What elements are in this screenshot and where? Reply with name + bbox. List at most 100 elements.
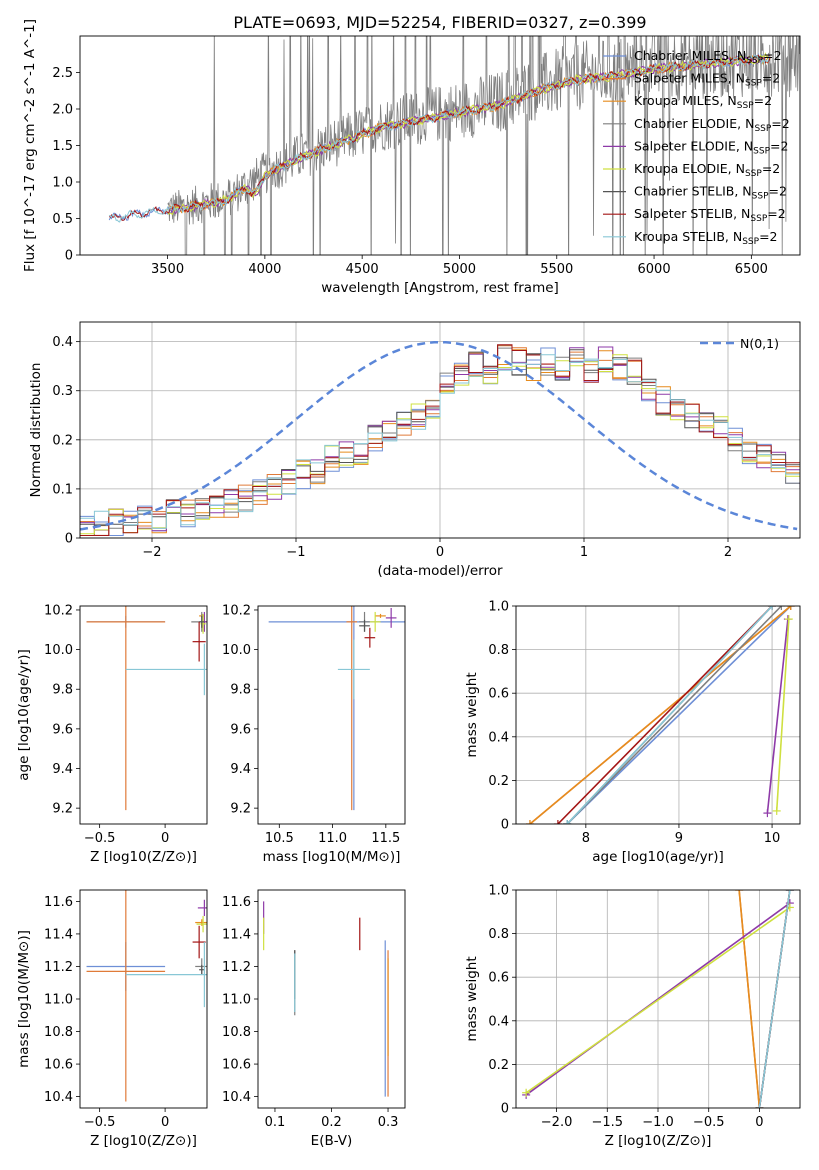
- legend-label: Chabrier STELIB, NSSP=2: [634, 184, 787, 202]
- y-axis-label: age [log10(age/yr)]: [16, 649, 32, 781]
- plot-area: [80, 322, 800, 538]
- x-tick-label: 0.1: [265, 1115, 286, 1130]
- y-tick-label: 0.1: [52, 482, 73, 497]
- y-tick-label: 10.0: [222, 643, 251, 658]
- x-axis-label: E(B-V): [311, 1133, 353, 1149]
- y-tick-label: 10.4: [44, 1090, 73, 1105]
- x-axis-label: Z [log10(Z/Z⊙)]: [90, 849, 197, 865]
- y-tick-label: 0.2: [488, 1058, 509, 1073]
- y-tick-label: 10.2: [44, 603, 73, 618]
- axes-frame: [515, 605, 801, 825]
- observed-spectrum: [167, 36, 800, 255]
- x-tick-label: 4500: [346, 262, 379, 277]
- cumulative-line: [566, 606, 792, 824]
- panel-spectrum: 3500 4000 4500 5000 5500 6000 6500 0 0.5 1.0 1.5 2.…: [22, 19, 801, 296]
- plot-area: [516, 606, 800, 824]
- x-tick-label: −1: [286, 545, 305, 560]
- panel-mass-vs-Z: −0.5 0 10.4 10.6 10.8 11.0 11.2 11.4 11.6 Z [log1…: [16, 889, 208, 1149]
- plot-area: [263, 901, 389, 1097]
- y-tick-label: 9.2: [230, 802, 251, 817]
- cumulative-line: [525, 902, 791, 1096]
- y-tick-label: 1.0: [488, 600, 509, 615]
- panel-cumulative-Z: −2.0 −1.5 −1.0 −0.5 0 0 0.2 0.4 0.6 0.8 1.0 Z [log1…: [464, 884, 801, 1149]
- panel-age-vs-Z: −0.5 0 9.2 9.4 9.6 9.8 10.0 10.2 Z [log10(Z/Z⊙)]…: [16, 603, 208, 865]
- histogram-7: [80, 344, 800, 536]
- y-tick-label: 0: [65, 532, 73, 547]
- panel-residuals: −2 −1 0 1 2 0 0.1 0.2 0.3 0.4 (data-model)/error No…: [28, 321, 801, 579]
- y-tick-label: 9.8: [52, 683, 73, 698]
- y-tick-label: 0.8: [488, 927, 509, 942]
- x-tick-label: −2: [142, 545, 161, 560]
- x-axis-label: Z [log10(Z/Z⊙)]: [605, 1133, 712, 1149]
- x-tick-label: 6500: [735, 262, 768, 277]
- axes-frame: [257, 605, 406, 825]
- x-axis-label: (data-model)/error: [377, 563, 503, 579]
- cumulative-line: [566, 606, 782, 824]
- y-tick-label: 11.6: [44, 895, 73, 910]
- x-tick-label: 8: [582, 831, 590, 846]
- x-axis-label: age [log10(age/yr)]: [592, 849, 724, 865]
- axes-frame: [515, 889, 801, 1109]
- gaussian-curve: [80, 340, 798, 531]
- x-tick-label: 3500: [151, 262, 184, 277]
- plot-area: [268, 606, 405, 811]
- x-tick-label: 9: [675, 831, 683, 846]
- y-tick-label: 2.5: [52, 66, 73, 81]
- y-axis-label: mass weight: [464, 672, 480, 757]
- x-tick-label: 0: [161, 1115, 169, 1130]
- histogram-0: [80, 347, 800, 536]
- y-tick-label: 11.2: [222, 960, 251, 975]
- y-tick-label: 11.0: [222, 993, 251, 1008]
- y-tick-label: 9.2: [52, 802, 73, 817]
- y-axis-label: mass weight: [464, 956, 480, 1041]
- y-tick-label: 0: [501, 1102, 509, 1117]
- y-tick-label: 9.6: [230, 722, 251, 737]
- x-tick-label: 10.5: [265, 831, 294, 846]
- cumulative-line: [566, 606, 773, 824]
- y-tick-label: 0.6: [488, 971, 509, 986]
- cumulative-line: [758, 890, 791, 1108]
- histogram-1: [80, 345, 800, 536]
- y-tick-label: 11.2: [44, 960, 73, 975]
- cumulative-line: [766, 618, 789, 814]
- x-tick-label: 0: [161, 831, 169, 846]
- histogram-5: [80, 354, 800, 535]
- y-axis-label: mass [log10(M/M⊙)]: [16, 930, 32, 1068]
- y-tick-label: 1.5: [52, 139, 73, 154]
- y-tick-label: 11.0: [44, 993, 73, 1008]
- x-tick-label: 6000: [638, 262, 671, 277]
- x-axis-label: mass [log10(M/M⊙)]: [263, 849, 401, 865]
- y-tick-label: 2.0: [52, 103, 73, 118]
- x-tick-label: 0: [436, 545, 444, 560]
- y-tick-label: 9.4: [52, 762, 73, 777]
- y-tick-label: 1.0: [52, 176, 73, 191]
- y-tick-label: 9.4: [230, 762, 251, 777]
- y-tick-label: 0.5: [52, 212, 73, 227]
- y-axis-label: Flux [f 10^-17 erg cm^-2 s^-1 A^-1]: [22, 19, 38, 272]
- y-tick-label: 0: [501, 818, 509, 833]
- y-tick-label: 11.4: [222, 927, 251, 942]
- x-tick-label: 0.3: [378, 1115, 399, 1130]
- panel-cumulative-age: 8 9 10 0 0.2 0.4 0.6 0.8 1.0 age [log10(age/yr)] m…: [464, 600, 801, 865]
- legend-label: Kroupa ELODIE, NSSP=2: [634, 161, 780, 179]
- x-axis-label: Z [log10(Z/Z⊙)]: [90, 1133, 197, 1149]
- legend-label: Kroupa MILES, NSSP=2: [634, 93, 772, 111]
- x-tick-label: 0.2: [321, 1115, 342, 1130]
- x-tick-label: −2.0: [541, 1115, 573, 1130]
- y-tick-label: 0.4: [488, 730, 509, 745]
- y-tick-label: 0.2: [52, 433, 73, 448]
- y-tick-label: 1.0: [488, 884, 509, 899]
- y-tick-label: 11.6: [222, 895, 251, 910]
- histogram-6: [80, 344, 800, 526]
- y-tick-label: 9.8: [230, 683, 251, 698]
- histogram-8: [80, 354, 800, 529]
- x-tick-label: 2: [724, 545, 732, 560]
- y-tick-label: 10.6: [44, 1058, 73, 1073]
- x-tick-label: 11.5: [371, 831, 400, 846]
- legend-label: N(0,1): [740, 336, 779, 351]
- x-tick-label: 5500: [540, 262, 573, 277]
- legend-label: Salpeter ELODIE, NSSP=2: [634, 138, 788, 156]
- x-tick-label: −1.0: [642, 1115, 674, 1130]
- legend-label: Kroupa STELIB, NSSP=2: [634, 229, 778, 247]
